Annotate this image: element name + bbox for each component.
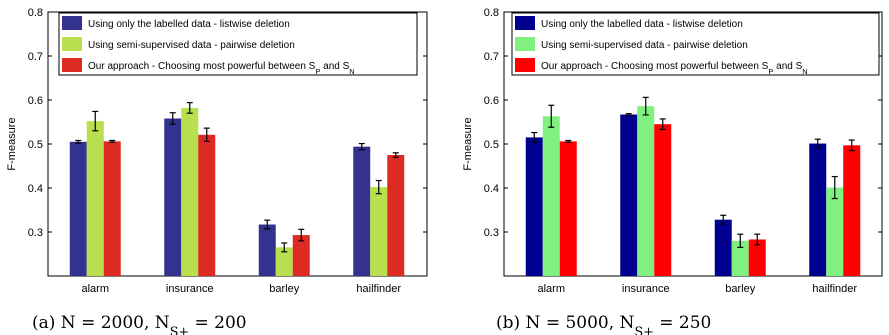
bar bbox=[387, 155, 405, 276]
chart-panel-2: 0.3 0.4 0.5 0.6 0.7 0.8 F-measure alarm insuranc… bbox=[462, 7, 883, 335]
bar bbox=[69, 141, 87, 276]
legend-label: Using semi-supervised data - pairwise de… bbox=[541, 40, 748, 51]
bar bbox=[181, 107, 199, 276]
legend-swatch bbox=[62, 58, 82, 72]
legend: Using only the labelled data - listwise … bbox=[58, 12, 418, 76]
y-tick-label: 0.7 bbox=[28, 51, 43, 63]
y-axis-label: F-measure bbox=[462, 117, 474, 170]
x-tick-label: barley bbox=[725, 283, 755, 295]
bar bbox=[654, 124, 672, 276]
bar bbox=[198, 134, 216, 276]
y-tick-label: 0.5 bbox=[28, 139, 43, 151]
legend-label: Our approach - Choosing most powerful be… bbox=[541, 61, 808, 76]
legend-swatch bbox=[62, 16, 82, 30]
y-tick-label: 0.7 bbox=[484, 51, 499, 63]
legend: Using only the labelled data - listwise … bbox=[511, 12, 880, 76]
bar bbox=[620, 114, 638, 277]
bar bbox=[809, 143, 827, 276]
bar bbox=[559, 141, 577, 276]
bar bbox=[748, 239, 766, 276]
chart-panel-1: 0.3 0.4 0.5 0.6 0.7 0.8 F-measure alarm insuranc… bbox=[6, 7, 428, 335]
bar bbox=[542, 116, 560, 276]
bar bbox=[258, 224, 276, 276]
x-tick-label: barley bbox=[269, 283, 299, 295]
x-tick-label: alarm bbox=[81, 283, 109, 295]
y-tick-label: 0.6 bbox=[28, 95, 43, 107]
bar bbox=[292, 235, 310, 276]
bar bbox=[637, 106, 655, 276]
bar bbox=[714, 219, 732, 276]
bar bbox=[370, 187, 388, 276]
y-tick-label: 0.6 bbox=[484, 95, 499, 107]
legend-box bbox=[511, 12, 880, 76]
legend-label: Our approach - Choosing most powerful be… bbox=[88, 61, 355, 76]
bar bbox=[275, 247, 293, 276]
bar bbox=[731, 240, 749, 276]
y-tick-label: 0.5 bbox=[484, 139, 499, 151]
bar bbox=[525, 137, 543, 276]
legend-box bbox=[58, 12, 418, 76]
x-tick-label: alarm bbox=[537, 283, 565, 295]
y-tick-label: 0.4 bbox=[28, 183, 43, 195]
x-tick-label: insurance bbox=[622, 283, 670, 295]
legend-label: Using only the labelled data - listwise … bbox=[541, 19, 743, 30]
legend-swatch bbox=[515, 37, 535, 51]
bar bbox=[164, 118, 182, 276]
y-tick-label: 0.3 bbox=[484, 227, 499, 239]
y-tick-label: 0.8 bbox=[484, 7, 499, 19]
x-tick-label: hailfinder bbox=[356, 283, 401, 295]
bar bbox=[86, 121, 104, 277]
legend-swatch bbox=[515, 16, 535, 30]
legend-label: Using semi-supervised data - pairwise de… bbox=[88, 40, 295, 51]
y-tick-label: 0.4 bbox=[484, 183, 499, 195]
y-tick-label: 0.3 bbox=[28, 227, 43, 239]
x-tick-label: insurance bbox=[166, 283, 214, 295]
bar bbox=[826, 187, 844, 276]
bar bbox=[353, 146, 371, 276]
chart-caption: (b) N = 5000, NS+ = 250 bbox=[496, 313, 711, 335]
legend-swatch bbox=[515, 58, 535, 72]
x-tick-label: hailfinder bbox=[812, 283, 857, 295]
legend-label: Using only the labelled data - listwise … bbox=[88, 19, 290, 30]
legend-swatch bbox=[62, 37, 82, 51]
chart-caption: (a) N = 2000, NS+ = 200 bbox=[32, 313, 247, 335]
bar bbox=[843, 145, 861, 276]
bar bbox=[103, 141, 121, 276]
y-tick-label: 0.8 bbox=[28, 7, 43, 19]
y-axis-label: F-measure bbox=[6, 117, 18, 170]
